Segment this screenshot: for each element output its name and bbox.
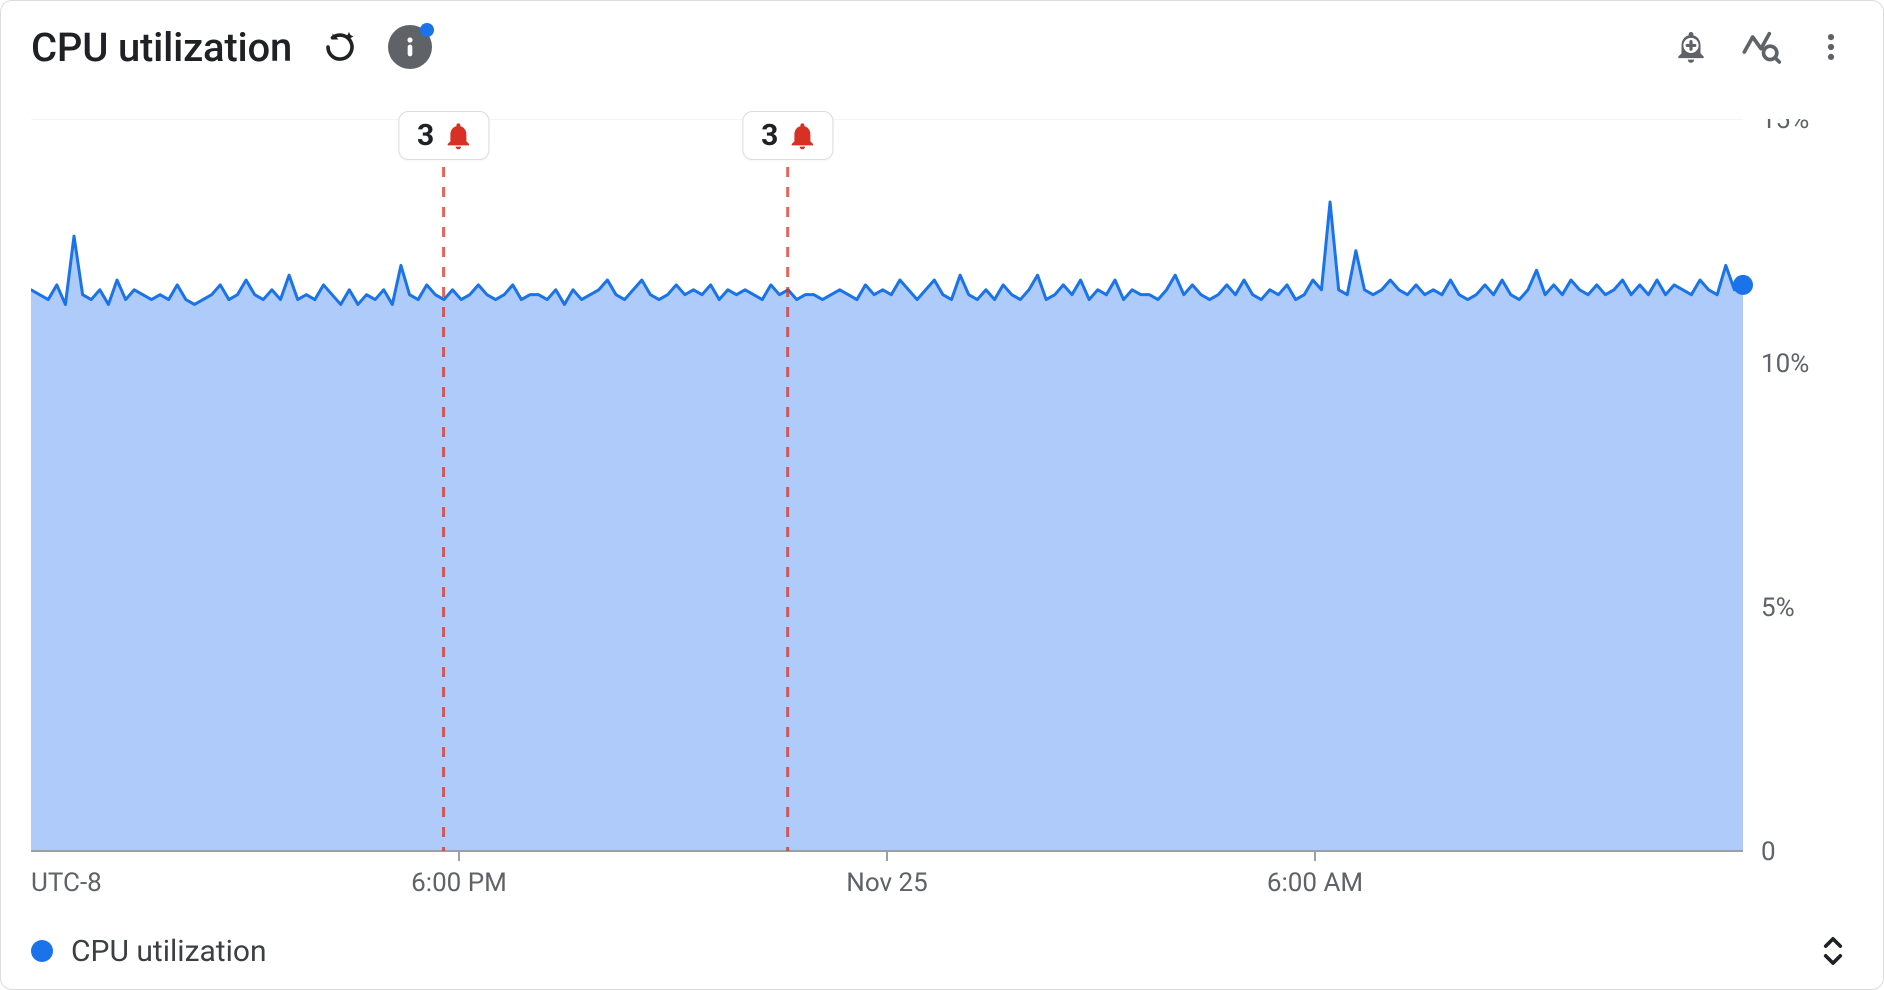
svg-text:0: 0 [1761,837,1776,867]
info-icon[interactable] [388,25,432,69]
svg-text:6:00 AM: 6:00 AM [1267,868,1363,898]
bell-alert-icon [442,120,474,152]
alert-count: 3 [417,118,434,153]
alert-badge[interactable]: 3 [742,111,833,160]
legend-series-label[interactable]: CPU utilization [71,934,267,969]
info-notification-dot [420,23,434,37]
card-header: CPU utilization [31,19,1853,75]
svg-text:5%: 5% [1761,593,1795,623]
chart-card: CPU utilization [0,0,1884,990]
svg-text:15%: 15% [1761,119,1809,135]
add-alert-icon[interactable] [1669,25,1713,69]
svg-text:10%: 10% [1761,349,1809,379]
svg-text:UTC-8: UTC-8 [31,868,102,898]
svg-text:6:00 PM: 6:00 PM [411,868,507,898]
refresh-icon[interactable] [318,25,362,69]
explore-metrics-icon[interactable] [1739,25,1783,69]
cpu-area-chart: 0 5% 10% 15% 6:00 PM Nov 25 6:00 AM UTC-8 [31,119,1853,921]
more-options-icon[interactable] [1809,25,1853,69]
alert-badge[interactable]: 3 [398,111,489,160]
alert-count: 3 [761,118,778,153]
card-footer: CPU utilization [31,921,1853,967]
chart-area[interactable]: 0 5% 10% 15% 6:00 PM Nov 25 6:00 AM UTC-8 3 3 [31,119,1853,921]
chart-title: CPU utilization [31,24,292,71]
legend-series-dot [31,940,53,962]
bell-alert-icon [786,120,818,152]
svg-text:Nov 25: Nov 25 [846,868,927,898]
expand-icon[interactable] [1813,931,1853,971]
